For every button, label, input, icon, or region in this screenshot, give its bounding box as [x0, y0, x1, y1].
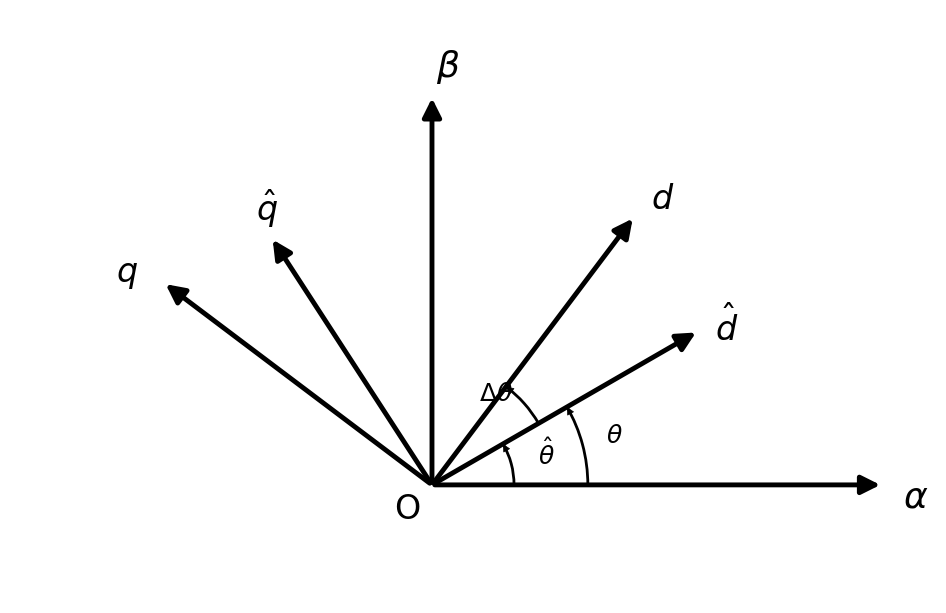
Text: $\theta$: $\theta$	[605, 424, 622, 448]
Text: $d$: $d$	[652, 183, 674, 216]
Text: $\alpha$: $\alpha$	[903, 480, 929, 514]
Text: O: O	[394, 493, 421, 526]
Text: $\Delta\theta$: $\Delta\theta$	[479, 382, 513, 406]
Text: $\hat{d}$: $\hat{d}$	[715, 306, 739, 348]
Text: $\hat{q}$: $\hat{q}$	[256, 188, 278, 230]
Text: $\beta$: $\beta$	[436, 48, 461, 86]
Text: $\hat{\theta}$: $\hat{\theta}$	[538, 438, 555, 470]
Text: $q$: $q$	[115, 258, 137, 291]
